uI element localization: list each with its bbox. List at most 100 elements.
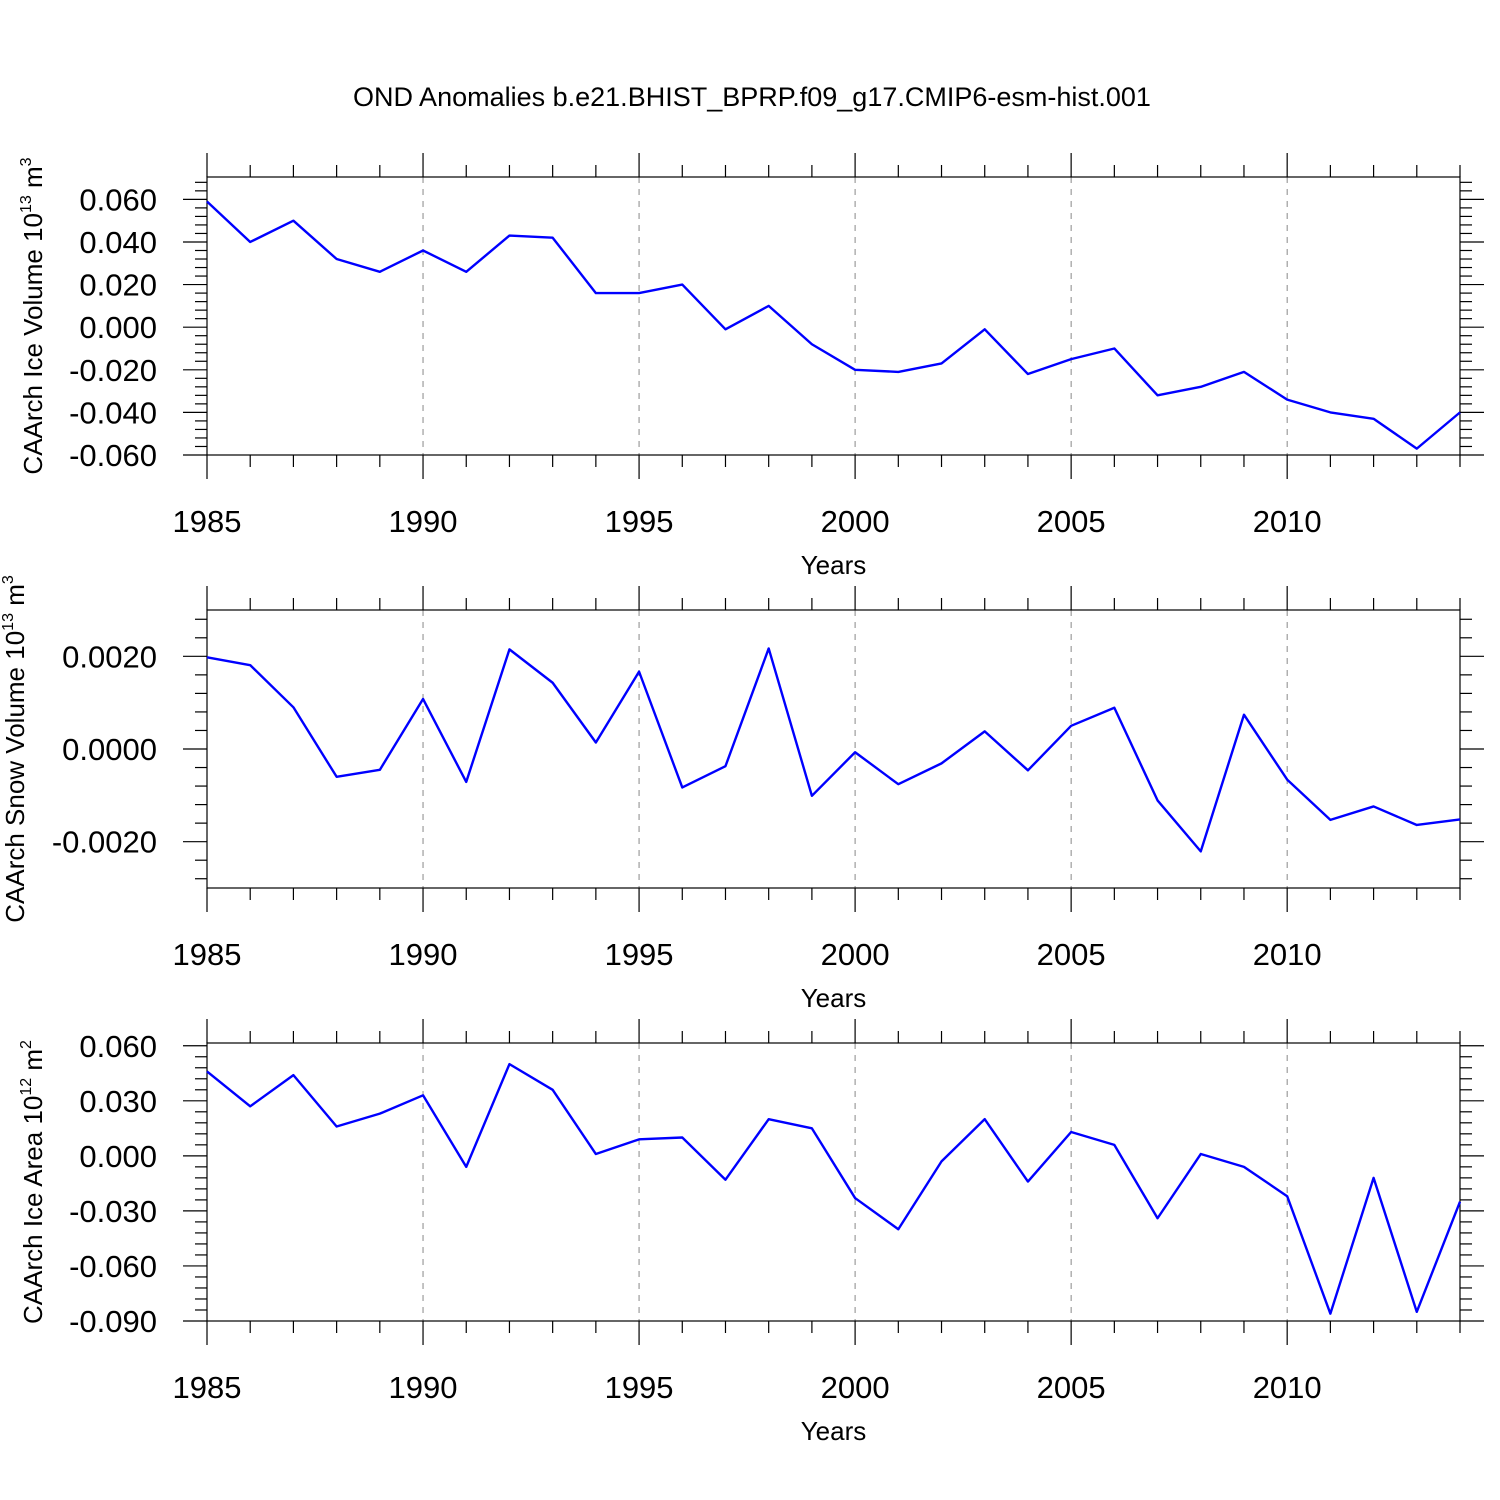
data-point xyxy=(939,761,944,766)
x-tick-label: 2010 xyxy=(1253,937,1322,972)
data-point xyxy=(550,1087,555,1092)
x-tick-label: 2005 xyxy=(1037,1370,1106,1405)
data-point xyxy=(205,199,210,204)
data-point xyxy=(896,782,901,787)
data-point xyxy=(1328,817,1333,822)
data-point xyxy=(1414,446,1419,451)
data-point xyxy=(1069,723,1074,728)
data-point xyxy=(1371,804,1376,809)
data-point xyxy=(1285,777,1290,782)
data-point xyxy=(550,680,555,685)
data-point xyxy=(680,282,685,287)
data-point xyxy=(1241,369,1246,374)
data-point xyxy=(853,750,858,755)
y-tick-label: 0.000 xyxy=(79,310,157,345)
y-tick-label: 0.040 xyxy=(79,225,157,260)
plot-frame xyxy=(206,176,1461,456)
x-tick-label: 2010 xyxy=(1253,504,1322,539)
data-point xyxy=(982,1117,987,1122)
data-point xyxy=(377,1111,382,1116)
plot-frame xyxy=(206,609,1461,889)
data-point xyxy=(507,1062,512,1067)
data-point xyxy=(377,767,382,772)
data-point xyxy=(1414,1309,1419,1314)
x-tick-label: 2000 xyxy=(821,937,890,972)
data-point xyxy=(1198,1152,1203,1157)
x-axis-label: Years xyxy=(801,1416,867,1446)
data-point xyxy=(334,257,339,262)
y-tick-label: 0.000 xyxy=(79,1139,157,1174)
x-tick-label: 1995 xyxy=(605,1370,674,1405)
y-tick-label: 0.020 xyxy=(79,268,157,303)
data-point xyxy=(507,233,512,238)
data-point xyxy=(1198,384,1203,389)
data-point xyxy=(421,248,426,253)
y-tick-label: 0.0000 xyxy=(62,732,157,767)
y-tick-label: -0.040 xyxy=(69,395,157,430)
x-tick-label: 2000 xyxy=(821,1370,890,1405)
data-point xyxy=(1371,1175,1376,1180)
y-axis-label: CAArch Ice Volume 1013 m3 xyxy=(18,157,48,474)
data-point xyxy=(1371,416,1376,421)
data-point xyxy=(809,793,814,798)
x-tick-label: 1995 xyxy=(605,504,674,539)
y-tick-label: -0.090 xyxy=(69,1304,157,1339)
x-tick-label: 1985 xyxy=(173,937,242,972)
data-point xyxy=(377,269,382,274)
data-point xyxy=(1458,817,1463,822)
data-point xyxy=(939,361,944,366)
data-point xyxy=(1414,822,1419,827)
data-point xyxy=(507,647,512,652)
y-tick-label: 0.0020 xyxy=(62,639,157,674)
data-point xyxy=(766,1117,771,1122)
y-axis-label-ylabel-exp: 12 xyxy=(18,1078,35,1096)
x-tick-label: 1985 xyxy=(173,504,242,539)
data-point xyxy=(809,1126,814,1131)
y-axis-label-ylabel-unit-exp: 3 xyxy=(18,157,35,166)
data-point xyxy=(896,369,901,374)
data-point xyxy=(766,646,771,651)
data-point xyxy=(1025,768,1030,773)
data-point xyxy=(1112,1142,1117,1147)
data-point xyxy=(291,705,296,710)
data-point xyxy=(1198,849,1203,854)
y-tick-label: -0.0020 xyxy=(52,825,157,860)
y-tick-label: -0.020 xyxy=(69,353,157,388)
x-tick-label: 2010 xyxy=(1253,1370,1322,1405)
data-point xyxy=(421,1093,426,1098)
data-point xyxy=(1155,1216,1160,1221)
y-axis-label-ylabel-unit-exp: 3 xyxy=(0,575,17,584)
data-point xyxy=(1328,410,1333,415)
y-axis-label-ylabel-unit: m xyxy=(18,166,48,195)
data-point xyxy=(1025,1179,1030,1184)
data-point xyxy=(637,669,642,674)
data-point xyxy=(982,729,987,734)
y-tick-label: 0.060 xyxy=(79,1029,157,1064)
data-point xyxy=(723,1177,728,1182)
plot-frame xyxy=(206,1042,1461,1322)
data-point xyxy=(853,367,858,372)
data-point xyxy=(723,764,728,769)
panel-1: 1985 1990 1995 2000 2005 2010 Years -0.060 -0.04… xyxy=(18,153,1484,580)
panel-3: 1985 1990 1995 2000 2005 2010 Years -0.090 -0.06… xyxy=(18,1019,1484,1446)
data-point xyxy=(1328,1311,1333,1316)
y-tick-label: -0.030 xyxy=(69,1194,157,1229)
data-point xyxy=(982,327,987,332)
data-point xyxy=(593,291,598,296)
y-tick-label: 0.030 xyxy=(79,1084,157,1119)
series-line xyxy=(206,200,1461,450)
x-tick-label: 1990 xyxy=(389,1370,458,1405)
data-point xyxy=(1155,393,1160,398)
data-point xyxy=(1285,1194,1290,1199)
data-point xyxy=(1285,397,1290,402)
data-point xyxy=(291,1073,296,1078)
data-point xyxy=(248,1104,253,1109)
series-line xyxy=(206,1062,1462,1315)
data-point xyxy=(680,785,685,790)
series-line xyxy=(206,647,1461,853)
data-point xyxy=(248,663,253,668)
x-tick-label: 2000 xyxy=(821,504,890,539)
panels: 1985 1990 1995 2000 2005 2010 Years -0.060 -0.04… xyxy=(0,153,1484,1446)
data-point xyxy=(205,1069,210,1074)
